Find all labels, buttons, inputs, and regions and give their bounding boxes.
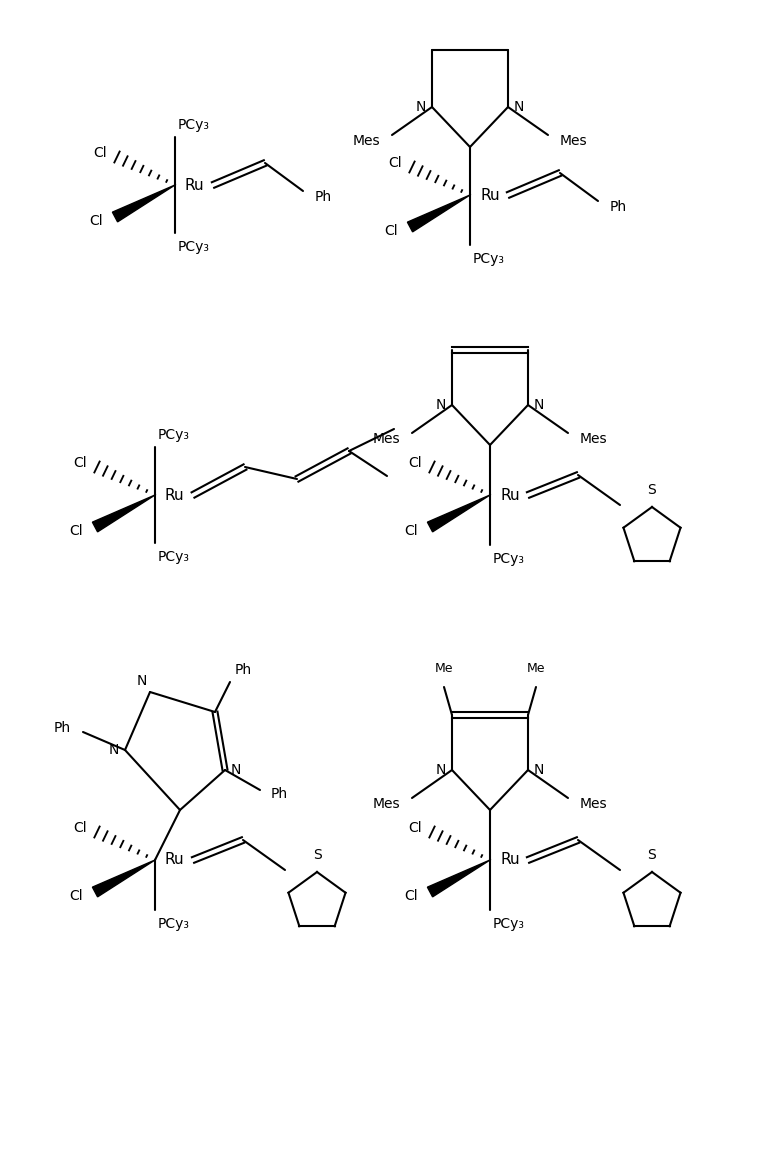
- Text: Cl: Cl: [89, 214, 103, 228]
- Text: Cl: Cl: [388, 155, 402, 170]
- Text: Ph: Ph: [54, 721, 71, 735]
- Text: Cl: Cl: [404, 524, 418, 538]
- Text: Mes: Mes: [560, 134, 587, 148]
- Text: N: N: [136, 675, 147, 689]
- Text: Ph: Ph: [235, 663, 252, 677]
- Text: Mes: Mes: [352, 134, 380, 148]
- Text: Cl: Cl: [93, 146, 107, 160]
- Text: N: N: [436, 397, 446, 411]
- Text: PCy₃: PCy₃: [473, 253, 505, 267]
- Text: S: S: [647, 483, 656, 497]
- Text: PCy₃: PCy₃: [493, 552, 525, 566]
- Text: N: N: [534, 397, 544, 411]
- Text: Ru: Ru: [165, 852, 185, 867]
- Text: Cl: Cl: [74, 456, 87, 470]
- Text: PCy₃: PCy₃: [158, 916, 190, 931]
- Text: PCy₃: PCy₃: [178, 240, 210, 254]
- Text: S: S: [647, 848, 656, 862]
- Text: Mes: Mes: [580, 797, 608, 811]
- Text: Cl: Cl: [70, 888, 83, 902]
- Polygon shape: [428, 494, 490, 532]
- Text: Ru: Ru: [500, 487, 520, 503]
- Text: Me: Me: [527, 662, 545, 675]
- Text: Mes: Mes: [372, 797, 400, 811]
- Text: N: N: [514, 101, 525, 115]
- Text: N: N: [108, 743, 119, 758]
- Polygon shape: [92, 494, 155, 532]
- Text: Cl: Cl: [74, 821, 87, 835]
- Text: Ph: Ph: [315, 191, 332, 205]
- Polygon shape: [92, 860, 155, 897]
- Text: N: N: [534, 763, 544, 777]
- Text: Cl: Cl: [384, 224, 398, 238]
- Text: S: S: [312, 848, 321, 862]
- Text: Cl: Cl: [70, 524, 83, 538]
- Text: N: N: [231, 763, 241, 777]
- Text: PCy₃: PCy₃: [158, 549, 190, 563]
- Text: N: N: [415, 101, 426, 115]
- Polygon shape: [112, 185, 175, 222]
- Text: Cl: Cl: [409, 821, 422, 835]
- Text: Ru: Ru: [165, 487, 185, 503]
- Text: Ph: Ph: [271, 787, 288, 801]
- Text: Mes: Mes: [372, 433, 400, 447]
- Text: PCy₃: PCy₃: [158, 428, 190, 442]
- Polygon shape: [428, 860, 490, 897]
- Text: Ru: Ru: [500, 852, 520, 867]
- Text: PCy₃: PCy₃: [493, 916, 525, 931]
- Text: Ru: Ru: [185, 178, 205, 193]
- Text: Mes: Mes: [580, 433, 608, 447]
- Text: Ph: Ph: [610, 200, 627, 214]
- Text: PCy₃: PCy₃: [178, 118, 210, 132]
- Text: Ru: Ru: [480, 187, 500, 202]
- Text: Cl: Cl: [404, 888, 418, 902]
- Polygon shape: [407, 195, 470, 231]
- Text: Me: Me: [435, 662, 453, 675]
- Text: N: N: [436, 763, 446, 777]
- Text: Cl: Cl: [409, 456, 422, 470]
